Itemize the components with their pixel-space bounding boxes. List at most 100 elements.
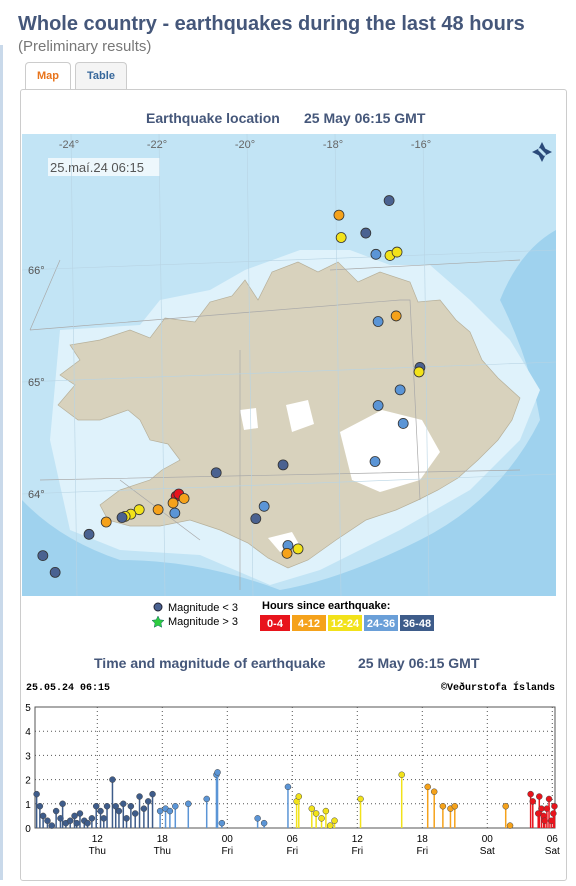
stem-head <box>48 822 56 829</box>
quake <box>277 459 289 471</box>
stem-head <box>322 807 330 815</box>
legend-class: 12-24 <box>331 618 360 630</box>
stem-head <box>100 815 108 822</box>
quake <box>178 493 190 504</box>
quake <box>397 418 409 429</box>
legend-circle <box>153 602 163 612</box>
stem-head <box>260 819 268 827</box>
stem-head <box>357 795 364 803</box>
stem-head <box>536 793 543 800</box>
x-tick-day: Thu <box>154 846 171 857</box>
stem-head <box>97 807 104 815</box>
stem-head <box>326 822 334 829</box>
quake <box>250 513 262 525</box>
stem-head <box>506 822 514 829</box>
quake <box>258 500 270 512</box>
y-tick-label: 4 <box>25 727 31 738</box>
quake <box>391 246 403 258</box>
graticule <box>21 249 557 271</box>
x-tick-day: Fri <box>221 846 233 857</box>
stem-head <box>284 783 292 791</box>
legend-class: 0-4 <box>267 618 284 630</box>
legend-class: 24-36 <box>367 618 395 630</box>
quake <box>370 248 382 260</box>
graticule <box>422 133 430 597</box>
quake <box>167 497 179 509</box>
glacier <box>340 410 440 492</box>
legend-class: 4-12 <box>298 618 320 630</box>
stem-head <box>545 795 553 803</box>
graticule <box>158 133 166 597</box>
stem-head <box>527 790 534 798</box>
y-tick-label: 5 <box>25 703 31 714</box>
chart-credit: ©Veðurstofa Íslands <box>441 680 555 694</box>
x-tick-label: 06 <box>547 834 559 845</box>
legend-class: 36-48 <box>403 618 431 630</box>
stem-head <box>131 810 139 817</box>
stem-head <box>551 802 558 810</box>
quake <box>372 400 384 411</box>
quake <box>333 209 345 221</box>
stem-head <box>36 802 44 810</box>
plot-area <box>34 706 556 829</box>
stem-head <box>166 807 174 815</box>
glacier <box>240 408 258 430</box>
side-bar <box>0 45 3 880</box>
tab[interactable]: Table <box>75 62 127 90</box>
quake <box>372 316 384 327</box>
page-title: Whole country - earthquakes during the l… <box>18 13 525 35</box>
stem-head <box>331 817 338 824</box>
quake <box>281 547 293 559</box>
legend-swatch <box>292 615 326 631</box>
legend-swatch <box>364 615 398 631</box>
x-tick-label: 12 <box>352 834 364 845</box>
quake <box>413 366 425 378</box>
stem-head <box>140 805 148 812</box>
stem-head <box>172 802 179 810</box>
x-tick-label: 06 <box>287 834 299 845</box>
quake <box>369 456 381 467</box>
lon-label: -22° <box>147 139 167 151</box>
chart-time: 25 May 06:15 GMT <box>358 655 480 671</box>
quake <box>37 550 49 561</box>
stem-head <box>149 790 156 798</box>
quake <box>152 504 164 516</box>
stem-head <box>218 819 226 827</box>
tab[interactable]: Map <box>25 62 71 90</box>
lon-label: -24° <box>59 139 79 151</box>
stem-head <box>318 815 325 822</box>
quake <box>383 195 395 206</box>
quake <box>100 516 112 528</box>
stem-head <box>52 807 60 815</box>
stem-head <box>33 790 40 798</box>
stem-head <box>185 800 192 808</box>
quake <box>116 512 128 523</box>
stem-head <box>88 815 96 822</box>
stem-head <box>203 795 210 803</box>
page-subtitle: (Preliminary results) <box>18 38 152 55</box>
stem-head <box>76 810 84 817</box>
stem-head <box>59 800 66 808</box>
lat-label: 65° <box>28 377 45 389</box>
x-tick-label: 12 <box>92 834 104 845</box>
stem-head <box>529 798 537 805</box>
stem-head <box>123 815 130 822</box>
y-tick-label: 2 <box>25 776 31 787</box>
map-title: Earthquake location <box>146 110 280 126</box>
x-tick-day: Fri <box>351 846 363 857</box>
stem-head <box>439 802 447 810</box>
lon-label: -20° <box>235 139 255 151</box>
quake <box>83 528 95 540</box>
graticule <box>21 473 557 495</box>
x-tick-day: Thu <box>89 846 106 857</box>
lat-label: 64° <box>28 489 45 501</box>
compass[interactable] <box>532 142 552 162</box>
stem-head <box>502 802 509 810</box>
stem-head <box>398 771 405 779</box>
map-time: 25 May 06:15 GMT <box>304 110 426 126</box>
stem-head <box>127 802 135 810</box>
legend-star <box>151 615 165 628</box>
quake <box>133 504 145 516</box>
stem-head <box>144 798 152 805</box>
